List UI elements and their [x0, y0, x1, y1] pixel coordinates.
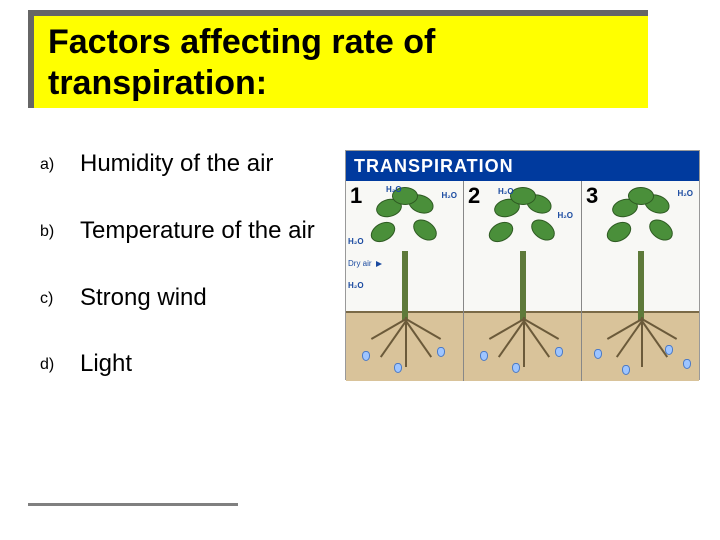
list-item-text: Temperature of the air [80, 217, 315, 246]
water-drop-icon [394, 363, 402, 373]
water-drop-icon [622, 365, 630, 375]
h2o-label: H₂O [557, 211, 573, 220]
list-marker: c) [40, 284, 80, 308]
dry-air-label: Dry air [348, 259, 372, 268]
h2o-label: H₂O [348, 281, 364, 290]
transpiration-diagram: TRANSPIRATION 1 H₂O H₂O H₂O H₂O Dry air [345, 150, 700, 380]
diagram-panel: 3 H₂O [582, 181, 699, 381]
leaf-icon [485, 217, 517, 247]
h2o-label: H₂O [386, 185, 402, 194]
panel-number: 1 [350, 183, 362, 209]
diagram-panel: 1 H₂O H₂O H₂O H₂O Dry air [346, 181, 464, 381]
diagram-panel: 2 H₂O H₂O [464, 181, 582, 381]
list-item: a) Humidity of the air [40, 150, 340, 179]
panel-number: 3 [586, 183, 598, 209]
list-item-text: Light [80, 350, 132, 379]
roots [365, 317, 445, 375]
root-line [405, 317, 407, 367]
bottom-rule [28, 503, 238, 506]
leaf-icon [409, 216, 441, 245]
factors-list: a) Humidity of the air b) Temperature of… [40, 150, 340, 417]
plant-trunk [520, 251, 526, 321]
water-drop-icon [555, 347, 563, 357]
slide-title-block: Factors affecting rate of transpiration: [28, 10, 648, 108]
h2o-label: H₂O [498, 187, 514, 196]
list-item-text: Strong wind [80, 284, 207, 313]
leaf-icon [527, 216, 559, 245]
list-marker: b) [40, 217, 80, 241]
water-drop-icon [437, 347, 445, 357]
list-item: b) Temperature of the air [40, 217, 340, 246]
slide-title: Factors affecting rate of transpiration: [48, 22, 638, 104]
roots [483, 317, 563, 375]
root-line [523, 317, 525, 367]
water-drop-icon [362, 351, 370, 361]
plant-trunk [402, 251, 408, 321]
h2o-label: H₂O [348, 237, 364, 246]
list-item-text: Humidity of the air [80, 150, 273, 179]
water-drop-icon [480, 351, 488, 361]
h2o-label: H₂O [441, 191, 457, 200]
list-marker: d) [40, 350, 80, 374]
leaf-icon [645, 216, 677, 245]
diagram-panels: 1 H₂O H₂O H₂O H₂O Dry air [346, 181, 699, 381]
panel-number: 2 [468, 183, 480, 209]
water-drop-icon [512, 363, 520, 373]
diagram-header: TRANSPIRATION [346, 151, 699, 181]
list-item: c) Strong wind [40, 284, 340, 313]
list-marker: a) [40, 150, 80, 174]
leaf-icon [367, 217, 399, 247]
leaf-icon [603, 217, 635, 247]
list-item: d) Light [40, 350, 340, 379]
plant-trunk [638, 251, 644, 321]
water-drop-icon [683, 359, 691, 369]
water-drop-icon [594, 349, 602, 359]
h2o-label: H₂O [677, 189, 693, 198]
root-line [641, 317, 643, 367]
arrow-icon [376, 261, 382, 267]
water-drop-icon [665, 345, 673, 355]
